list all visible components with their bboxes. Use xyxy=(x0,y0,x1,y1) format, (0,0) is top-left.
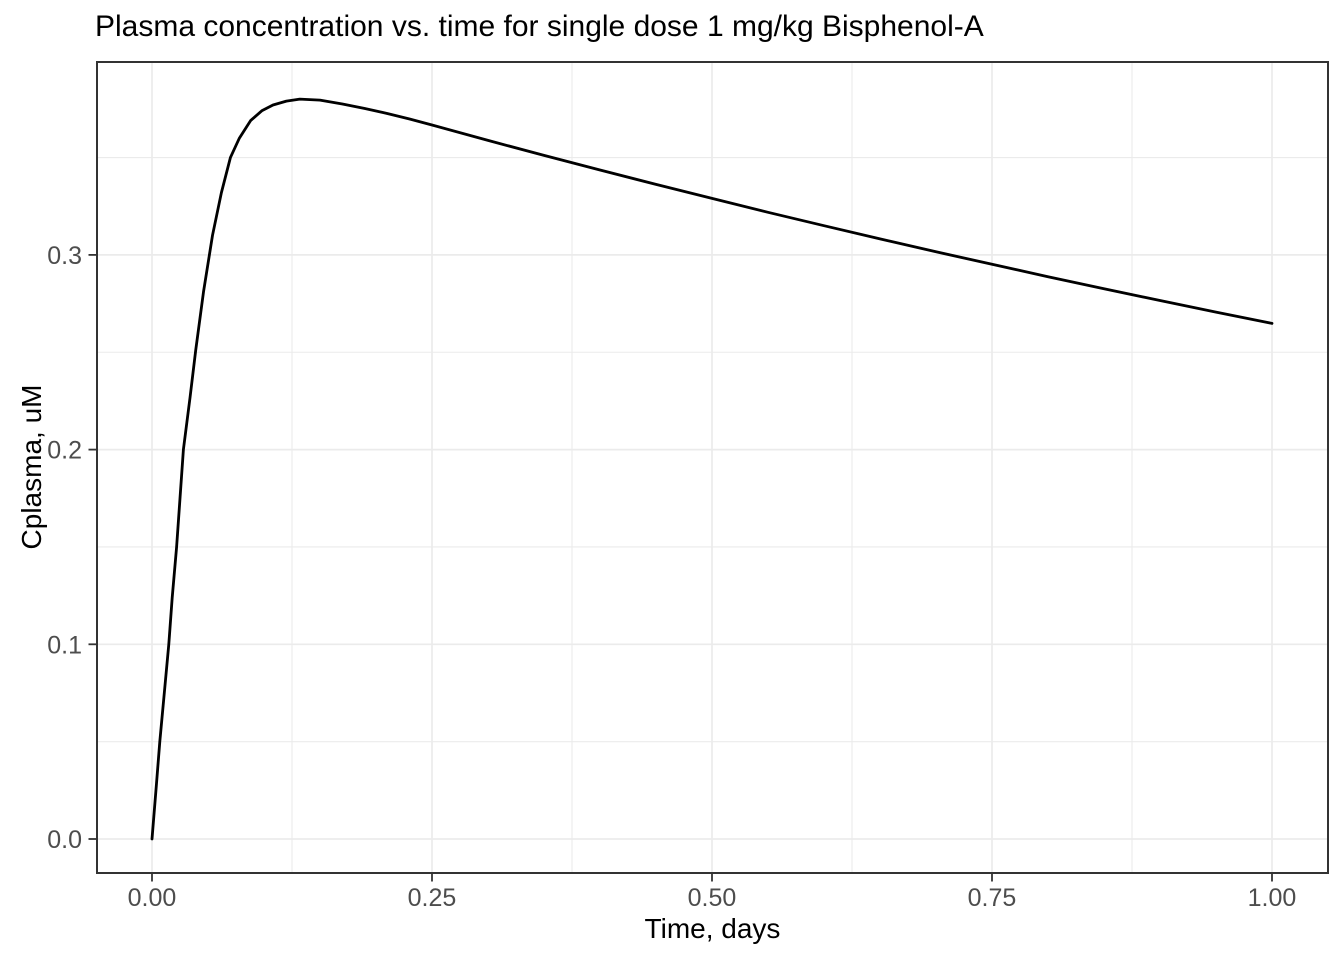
chart-title: Plasma concentration vs. time for single… xyxy=(95,10,984,43)
concentration-curve xyxy=(150,97,1274,841)
x-axis-title: Time, days xyxy=(644,913,781,944)
x-tick-label: 1.00 xyxy=(1248,884,1297,912)
x-tick-label: 0.75 xyxy=(968,884,1017,912)
x-tick-label: 0.00 xyxy=(128,884,177,912)
y-tick-label: 0.3 xyxy=(47,242,82,270)
y-tick-label: 0.2 xyxy=(47,437,82,465)
y-axis-title: Cplasma, uM xyxy=(16,384,47,550)
y-tick-label: 0.0 xyxy=(47,826,82,854)
x-tick-label: 0.25 xyxy=(408,884,457,912)
x-tick-label: 0.50 xyxy=(688,884,737,912)
y-tick-label: 0.1 xyxy=(47,631,82,659)
